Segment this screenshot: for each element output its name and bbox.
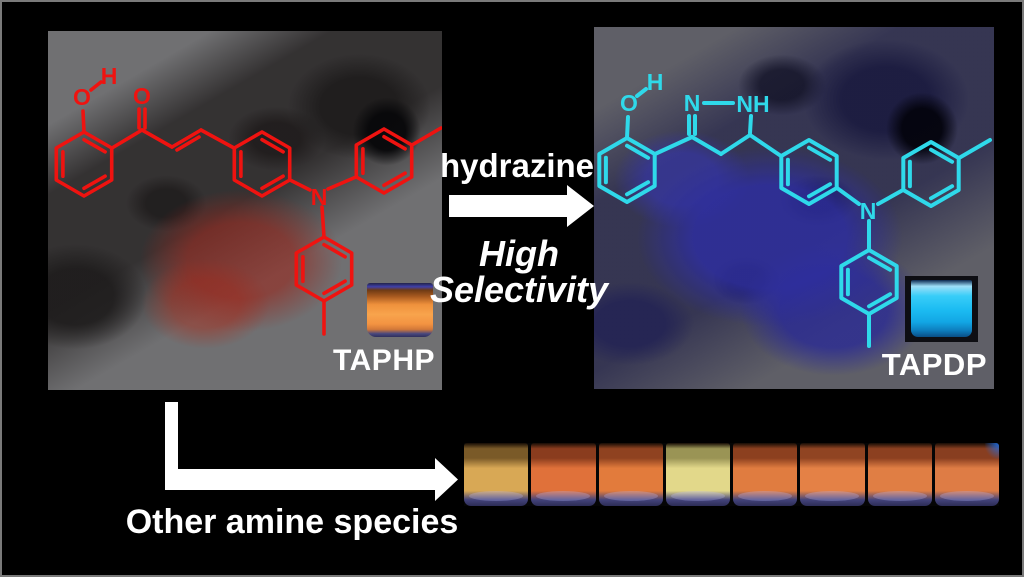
uv-vial-photo [867, 443, 932, 506]
lower-tolyl-ring [294, 235, 354, 303]
tapdp-uv-vial-inset [905, 276, 978, 342]
hydroxyl-h-label: H [101, 63, 118, 89]
central-phenyl-ring [232, 130, 292, 198]
tapdp-label: TAPDP [881, 347, 987, 382]
tapdp-zebrafish-panel: O H N NH N TAPDP [594, 27, 994, 389]
other-amine-species-label: Other amine species [125, 503, 459, 541]
reaction-arrow-icon [449, 185, 594, 227]
high-selectivity-label: High Selectivity [429, 233, 609, 310]
taphp-structure: O H O N [54, 63, 442, 336]
phenol-ring [597, 136, 657, 204]
uv-vial-photo [934, 443, 999, 506]
hydroxyl-o-label: O [73, 84, 91, 110]
hydroxyl-h-label: H [647, 69, 664, 95]
pyrazoline-nh-label: NH [736, 91, 769, 117]
taphp-label: TAPHP [333, 344, 435, 377]
lower-tolyl-ring [839, 248, 899, 316]
tapdp-structure: O H N NH N [597, 69, 992, 348]
uv-vial-photo [531, 443, 596, 506]
hydrazine-label: hydrazine [439, 147, 595, 184]
uv-vial-photo [800, 443, 865, 506]
carbonyl-o-label: O [133, 83, 151, 109]
taphp-zebrafish-panel: O H O N TAPHP [48, 31, 442, 390]
uv-vial-photo [665, 443, 730, 506]
central-phenyl-ring [779, 138, 839, 206]
amine-n-label: N [860, 198, 877, 224]
uv-vial-strip-photo [464, 443, 999, 506]
imine-n-label: N [684, 90, 701, 116]
uv-vial-photo [598, 443, 663, 506]
upper-tolyl-ring [354, 127, 414, 195]
uv-vial-photo [464, 443, 529, 506]
tapdp-uv-vial [911, 280, 972, 337]
taphp-uv-vial-inset [367, 283, 433, 337]
amine-n-label: N [311, 184, 328, 210]
elbow-arrow-icon [165, 402, 458, 501]
uv-vial-photo [733, 443, 798, 506]
hydroxyl-o-label: O [620, 90, 638, 116]
phenol-ring [54, 130, 114, 198]
upper-tolyl-ring [901, 140, 961, 208]
